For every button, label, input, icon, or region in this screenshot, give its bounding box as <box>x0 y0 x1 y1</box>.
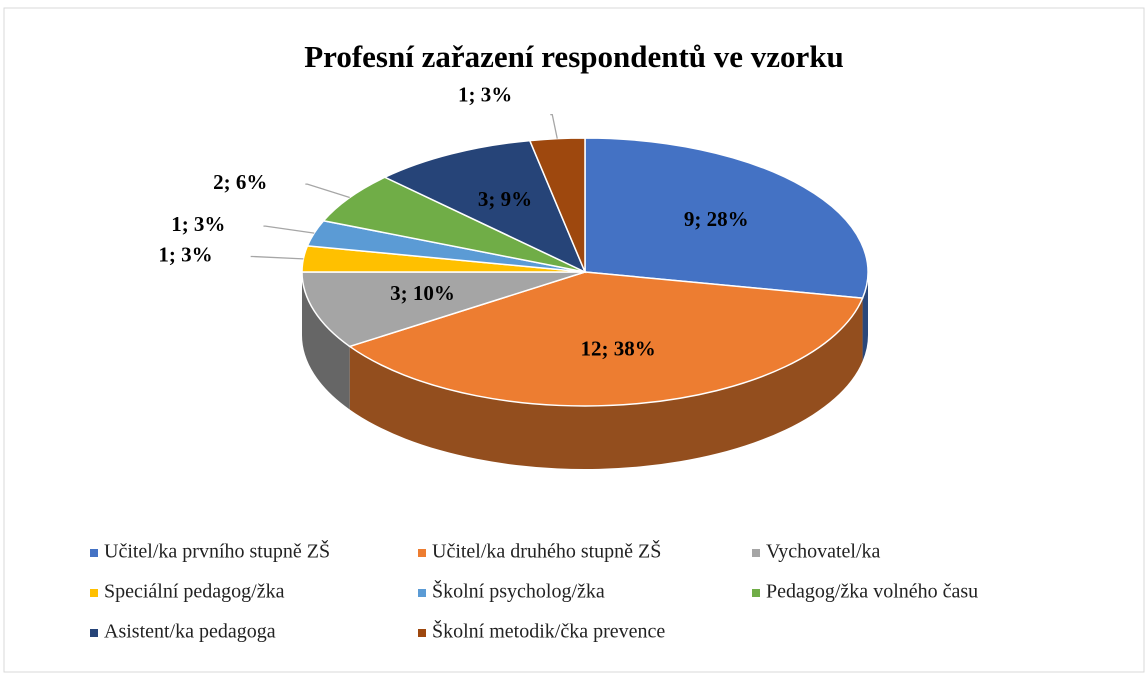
legend-label: Učitel/ka prvního stupně ZŠ <box>104 539 330 563</box>
slice-side <box>349 298 863 469</box>
legend-label: Asistent/ka pedagoga <box>104 621 276 643</box>
legend-swatch <box>752 549 760 557</box>
legend-label: Učitel/ka druhého stupně ZŠ <box>432 539 661 563</box>
data-label: 1; 3% <box>458 82 512 106</box>
data-label: 9; 28% <box>684 207 749 231</box>
legend-swatch <box>90 629 98 637</box>
data-label: 3; 9% <box>478 187 532 211</box>
slice <box>584 137 869 299</box>
slice-side <box>862 272 868 362</box>
data-label: 3; 10% <box>390 281 455 305</box>
data-label: 1; 3% <box>158 242 212 266</box>
legend-label: Vychovatel/ka <box>766 541 881 563</box>
legend-swatch <box>90 589 98 597</box>
legend-swatch <box>418 549 426 557</box>
slice <box>301 271 586 348</box>
data-label: 1; 3% <box>171 212 225 236</box>
leader-line <box>550 113 558 139</box>
leader-line <box>250 255 304 260</box>
leader-line <box>305 183 350 199</box>
chart-title: Profesní zařazení respondentů ve vzorku <box>304 39 844 74</box>
data-label: 12; 38% <box>581 337 656 361</box>
legend-swatch <box>752 589 760 597</box>
legend-label: Školní psycholog/žka <box>432 579 605 603</box>
data-label: 2; 6% <box>213 170 267 194</box>
slice <box>528 137 586 273</box>
legend-swatch <box>418 629 426 637</box>
slice <box>348 271 864 407</box>
slice-side <box>302 272 350 410</box>
slice <box>383 139 587 274</box>
leader-line <box>263 225 315 234</box>
legend-swatch <box>90 549 98 557</box>
legend-swatch <box>418 589 426 597</box>
legend-label: Speciální pedagog/žka <box>104 581 285 603</box>
legend-label: Pedagog/žka volného času <box>766 581 978 603</box>
legend-label: Školní metodik/čka prevence <box>432 619 665 643</box>
